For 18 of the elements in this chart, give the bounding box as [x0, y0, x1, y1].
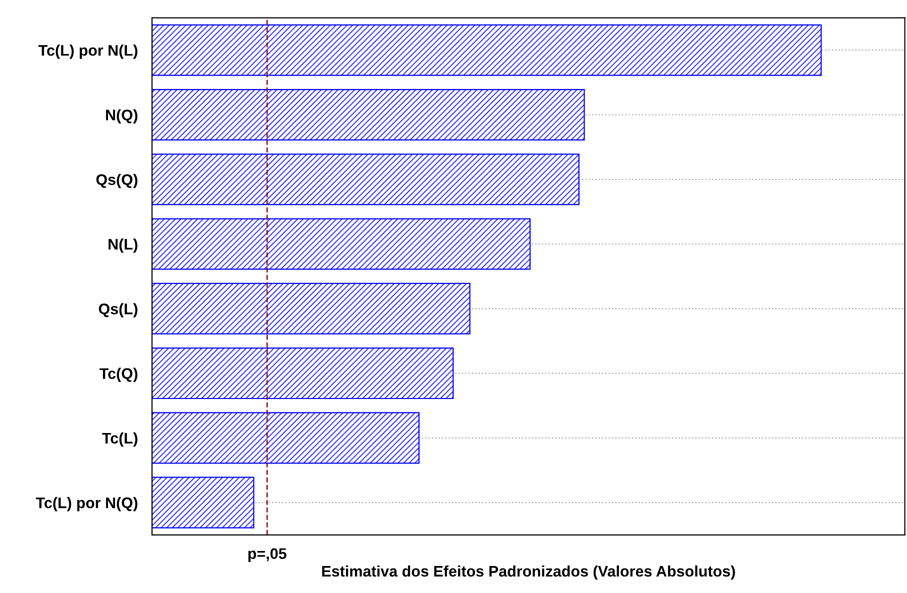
y-tick-label: Qs(L): [98, 303, 138, 318]
bar: [152, 154, 580, 206]
y-tick-label: Tc(L): [102, 432, 138, 447]
y-tick-label: Qs(Q): [96, 174, 138, 188]
y-tick-label: N(L): [108, 238, 138, 253]
bar: [152, 412, 420, 464]
y-tick-label: Tc(Q): [100, 368, 138, 382]
y-tick-label: Tc(L) por N(L): [38, 44, 138, 59]
bar: [152, 218, 531, 270]
ref-line-label: p=,05: [248, 548, 286, 562]
bar: [152, 24, 822, 76]
y-tick-label: N(Q): [106, 109, 138, 124]
y-tick-label: Tc(L) por N(Q): [36, 497, 138, 512]
bar: [152, 476, 254, 528]
bar: [152, 88, 585, 141]
bar: [152, 348, 454, 400]
bar: [152, 282, 470, 334]
x-axis-title: Estimativa dos Efeitos Padronizados (Valores Absolutos): [322, 565, 735, 580]
